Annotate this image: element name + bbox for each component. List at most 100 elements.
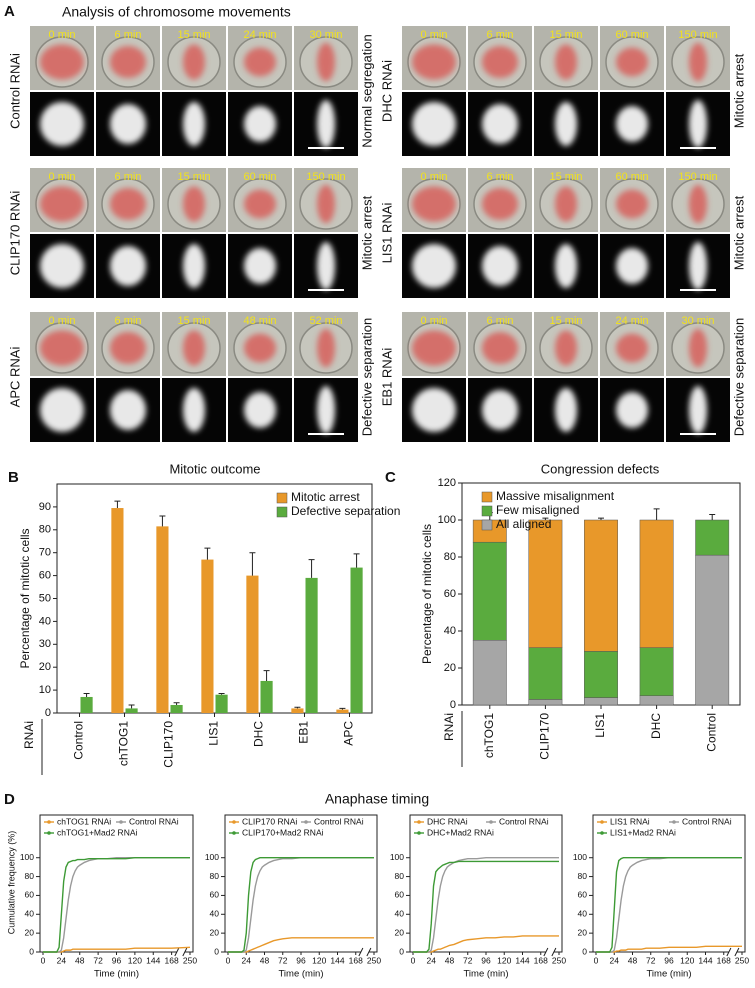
axis-break-mark [174, 947, 188, 957]
line-series [43, 857, 190, 953]
legend-swatch [276, 492, 288, 504]
legend-label: DHC+Mad2 RNAi [427, 827, 494, 837]
panel-letter: B [8, 469, 19, 486]
x-tick-label: 48 [260, 955, 270, 965]
time-label: 6 min [115, 171, 142, 183]
legend-marker [119, 820, 123, 824]
chromosome-signal [616, 189, 648, 219]
x-tick-label: chTOG1 [482, 713, 496, 758]
panel-title: Analysis of chromosome movements [62, 4, 291, 20]
chromosome-signal [183, 44, 205, 80]
time-label: 0 min [421, 171, 448, 183]
y-tick-label: 80 [39, 524, 51, 536]
chart-title: Mitotic outcome [169, 461, 260, 476]
x-tick-label: APC [342, 721, 356, 746]
x-tick-label: 48 [75, 955, 85, 965]
chromosome-mass [40, 102, 84, 146]
x-tick-label: LIS1 [207, 721, 221, 746]
time-label: 15 min [549, 171, 582, 183]
legend-label: Control RNAi [314, 816, 364, 826]
line-series [596, 857, 742, 953]
time-label: 6 min [487, 171, 514, 183]
y-tick-label: 90 [39, 501, 51, 513]
chromosome-mass [183, 102, 205, 146]
legend-label: Few misaligned [496, 503, 579, 517]
time-label: 0 min [421, 315, 448, 327]
y-tick-label: 50 [39, 592, 51, 604]
legend-swatch [481, 505, 493, 517]
x-tick-label: EB1 [297, 721, 311, 744]
time-label: 15 min [177, 29, 210, 41]
x-tick-label: 144 [698, 955, 712, 965]
axis-break [545, 948, 554, 956]
panel-title: Anaphase timing [325, 791, 429, 807]
time-label: 60 min [243, 171, 276, 183]
error-bar [339, 707, 346, 710]
bar-segment [584, 651, 618, 698]
x-tick-label: CLIP170 [538, 713, 552, 760]
chromosome-mass [616, 106, 648, 142]
chromosome-mass [244, 106, 276, 142]
legend-marker [47, 820, 51, 824]
chromosome-signal [412, 330, 456, 366]
outcome-label: Defective separation [731, 318, 746, 437]
time-label: 150 min [678, 29, 717, 41]
line-series [413, 860, 559, 953]
chromosome-mass [555, 244, 577, 288]
line-series [413, 857, 559, 953]
bar-segment [639, 519, 674, 648]
y-tick-label: 60 [395, 890, 405, 900]
legend-swatch [481, 491, 493, 503]
bar [215, 694, 228, 713]
error-bar [218, 693, 225, 695]
x-tick-label: 96 [664, 955, 674, 965]
axis-break-mark [726, 947, 740, 957]
bar-segment [584, 519, 618, 652]
bar [170, 704, 183, 713]
y-tick-label: 100 [390, 852, 404, 862]
legend-label: Defective separation [291, 504, 400, 518]
legend-marker [232, 820, 236, 824]
x-tick-label: 96 [296, 955, 306, 965]
chromosome-signal [244, 333, 276, 363]
legend-marker [672, 820, 676, 824]
chromosome-signal [40, 186, 84, 222]
bar [350, 567, 363, 713]
legend-label: LIS1+Mad2 RNAi [610, 827, 676, 837]
chromosome-signal [482, 188, 518, 220]
x-tick-label: 0 [226, 955, 231, 965]
legend-marker [489, 820, 493, 824]
bar-segment [528, 519, 563, 648]
time-label: 15 min [177, 171, 210, 183]
chromosome-mass [689, 242, 707, 290]
outcome-label: Mitotic arrest [359, 195, 374, 270]
rnai-label: APC RNAi [7, 347, 22, 408]
bar-segment [695, 519, 730, 556]
chromosome-signal [689, 328, 707, 368]
axis-break-mark [543, 947, 557, 957]
plot-frame [56, 483, 373, 714]
error-bar [114, 500, 121, 509]
x-tick-label: 144 [330, 955, 344, 965]
rnai-label: LIS1 RNAi [379, 203, 394, 264]
y-tick-label: 100 [438, 514, 456, 526]
bar [336, 709, 349, 713]
x-tick-label: 96 [112, 955, 122, 965]
chromosome-signal [317, 42, 335, 82]
time-label: 52 min [309, 315, 342, 327]
x-tick-label: chTOG1 [117, 721, 131, 766]
x-tick-label: 168 [534, 955, 548, 965]
time-label: 60 min [615, 171, 648, 183]
axis-break [176, 948, 185, 956]
x-tick-label: Control [704, 713, 718, 752]
error-bar [249, 552, 256, 576]
y-tick-label: 60 [444, 588, 456, 600]
error-bar [83, 693, 90, 697]
time-label: 150 min [306, 171, 345, 183]
y-tick-label: 30 [39, 638, 51, 650]
time-label: 0 min [49, 171, 76, 183]
bar-segment [639, 695, 674, 706]
x-tick-label: 250 [183, 955, 197, 965]
x-axis-label: Time (min) [463, 969, 508, 980]
